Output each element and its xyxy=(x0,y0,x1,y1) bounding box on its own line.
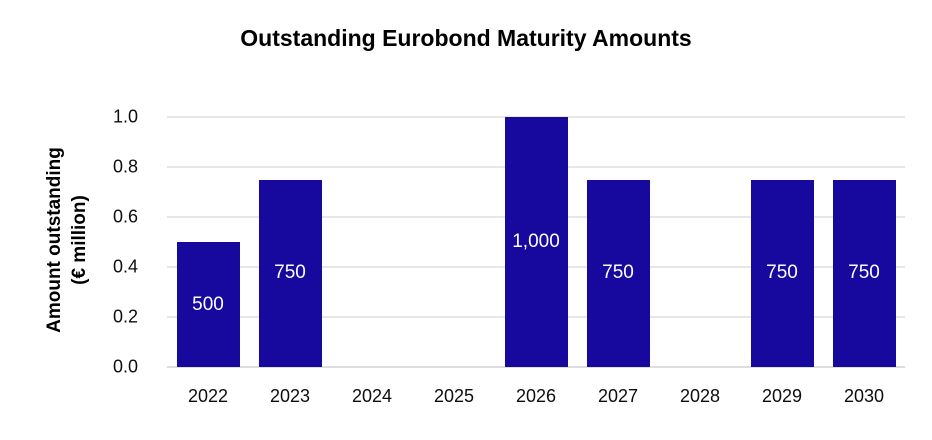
y-axis-label-line1: Amount outstanding xyxy=(44,146,65,333)
x-tick-label-2023: 2023 xyxy=(269,386,311,406)
plot-area: 0.0 0.2 0.4 0.6 0.8 1.0 500 750 1,000 750 750 750 20… xyxy=(113,107,905,406)
bar-2023: 750 xyxy=(258,179,322,367)
x-tick-label-2030: 2030 xyxy=(843,386,885,406)
bar-2026: 1,000 xyxy=(504,117,568,367)
bar-2030: 750 xyxy=(832,179,896,367)
bar-value-label: 500 xyxy=(192,293,224,315)
y-tick-label: 1.0 xyxy=(112,106,138,127)
y-tick-label: 0.8 xyxy=(112,156,138,177)
x-tick-label-2028: 2028 xyxy=(679,386,721,406)
bar-2027: 750 xyxy=(586,179,650,367)
bar-value-label: 750 xyxy=(848,262,880,284)
y-tick-label: 0.0 xyxy=(112,356,138,377)
x-tick-label-2026: 2026 xyxy=(515,386,557,406)
bar-2022: 500 xyxy=(176,242,240,367)
bar-value-label: 1,000 xyxy=(512,231,560,252)
chart-title: Outstanding Eurobond Maturity Amounts xyxy=(240,25,692,51)
y-tick-label: 0.6 xyxy=(112,206,138,227)
x-tick-label-2022: 2022 xyxy=(187,386,229,406)
y-axis-label: Amount outstanding (€ million) xyxy=(12,112,122,367)
x-tick-label-2025: 2025 xyxy=(433,386,475,406)
y-tick-label: 0.2 xyxy=(112,306,138,327)
bar-value-label: 750 xyxy=(766,262,798,284)
x-tick-label-2027: 2027 xyxy=(597,386,639,406)
y-axis-label-line2: (€ million) xyxy=(69,194,90,285)
y-tick-label: 0.4 xyxy=(112,256,138,277)
bar-2029: 750 xyxy=(750,179,814,367)
bar-value-label: 750 xyxy=(602,262,634,284)
x-tick-label-2029: 2029 xyxy=(761,386,803,406)
bar-value-label: 750 xyxy=(274,262,306,284)
x-tick-label-2024: 2024 xyxy=(351,386,393,406)
